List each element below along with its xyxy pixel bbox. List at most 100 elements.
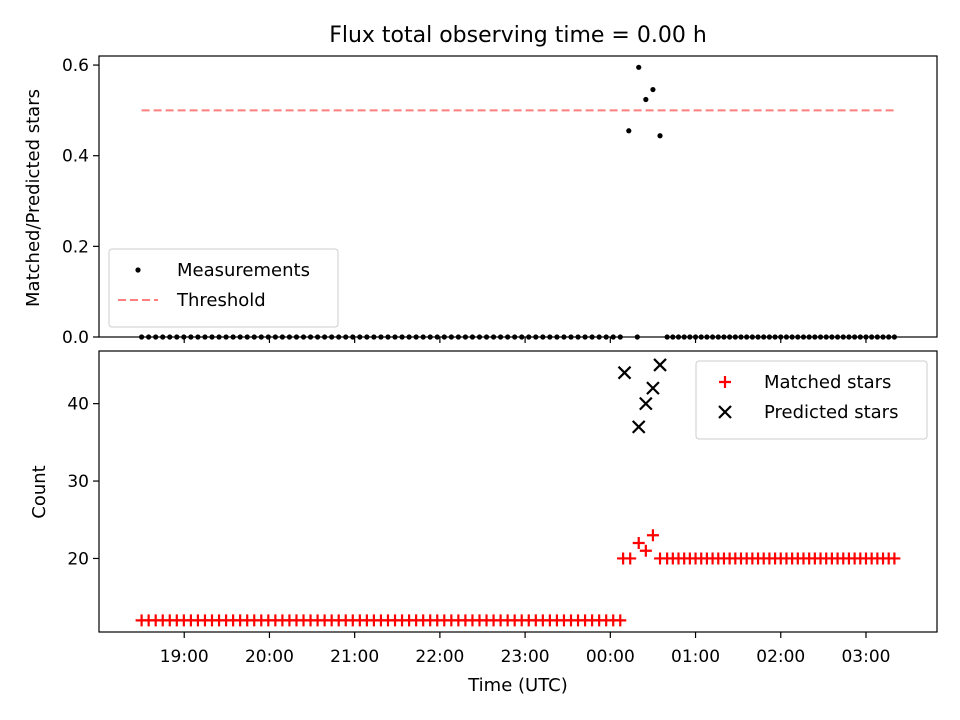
legend-label: Matched stars xyxy=(764,372,891,393)
data-point xyxy=(448,334,454,340)
data-point xyxy=(834,334,841,340)
data-point xyxy=(378,334,384,340)
x-tick-label: 22:00 xyxy=(415,647,464,667)
x-tick-label: 03:00 xyxy=(841,647,890,667)
data-point xyxy=(891,334,897,340)
ratio-y-axis-label: Matched/Predicted stars xyxy=(23,89,44,307)
data-point xyxy=(772,334,778,340)
data-point xyxy=(258,334,264,340)
data-point xyxy=(869,334,875,340)
data-point xyxy=(385,334,391,340)
legend-label: Measurements xyxy=(177,260,310,281)
data-point xyxy=(209,334,215,340)
data-point xyxy=(704,334,710,340)
data-point xyxy=(498,334,504,340)
x-tick-label: 00:00 xyxy=(586,647,635,667)
data-point xyxy=(863,334,869,340)
data-point xyxy=(357,334,363,340)
data-point xyxy=(766,334,773,340)
x-tick-label: 02:00 xyxy=(756,647,805,667)
data-point xyxy=(420,334,426,340)
data-point xyxy=(761,334,767,340)
data-point xyxy=(732,334,738,340)
data-point xyxy=(251,334,257,340)
data-point xyxy=(812,334,818,340)
data-point xyxy=(188,334,194,340)
data-point xyxy=(293,334,300,340)
data-point xyxy=(153,334,159,340)
data-point xyxy=(554,334,560,340)
data-point xyxy=(427,334,433,340)
data-point xyxy=(846,334,852,340)
data-point xyxy=(547,334,553,340)
y-tick-label: 40 xyxy=(67,395,89,415)
data-point xyxy=(857,334,863,340)
data-point xyxy=(413,334,419,340)
legend-label: Predicted stars xyxy=(764,402,898,423)
data-point xyxy=(639,544,652,557)
data-point xyxy=(589,334,595,340)
data-point xyxy=(174,334,180,340)
data-point xyxy=(632,536,645,549)
x-tick-label: 21:00 xyxy=(330,647,379,667)
count-y-axis-label: Count xyxy=(29,465,50,518)
data-point xyxy=(840,334,846,340)
series-measurements xyxy=(139,64,897,340)
plot-frame xyxy=(98,55,938,338)
legend-box xyxy=(695,360,928,440)
legend: Matched stars Predicted stars xyxy=(695,360,928,440)
y-tick-label: 0.2 xyxy=(62,237,89,257)
y-tick-label: 30 xyxy=(67,472,89,492)
data-point xyxy=(886,334,892,340)
data-point xyxy=(614,614,627,627)
data-point xyxy=(636,64,642,70)
data-point xyxy=(300,334,307,340)
x-tick-label: 01:00 xyxy=(671,647,720,667)
data-point xyxy=(434,334,440,340)
data-point xyxy=(139,334,145,340)
data-point xyxy=(664,334,670,340)
legend-handle xyxy=(719,376,731,388)
y-tick-label: 0.6 xyxy=(62,56,89,76)
data-point xyxy=(364,334,370,340)
data-point xyxy=(441,334,447,340)
data-point xyxy=(533,334,539,340)
data-point xyxy=(392,334,398,340)
y-tick-label: 0.4 xyxy=(62,147,89,167)
data-point xyxy=(279,334,285,340)
data-point xyxy=(399,334,405,340)
data-point xyxy=(202,334,208,340)
data-point xyxy=(643,96,649,103)
data-point xyxy=(631,420,646,434)
legend-handle xyxy=(135,267,141,273)
legend-box xyxy=(108,248,339,328)
data-point xyxy=(675,334,682,340)
data-point xyxy=(817,334,824,340)
data-point xyxy=(888,552,901,565)
data-point xyxy=(505,334,511,340)
data-point xyxy=(681,334,687,340)
data-point xyxy=(603,334,609,340)
data-point xyxy=(617,365,632,380)
data-point xyxy=(646,381,660,395)
data-point xyxy=(146,334,152,340)
data-point xyxy=(568,334,574,340)
data-point xyxy=(265,334,271,340)
data-point xyxy=(181,334,187,340)
data-point xyxy=(727,334,733,340)
data-point xyxy=(350,334,356,340)
data-point xyxy=(512,334,518,340)
data-point xyxy=(230,334,236,340)
data-point xyxy=(721,334,727,340)
data-point xyxy=(519,334,525,340)
series-predicted-stars xyxy=(617,358,667,434)
data-point xyxy=(286,334,293,340)
data-point xyxy=(476,334,483,340)
data-point xyxy=(687,334,693,340)
data-point xyxy=(624,552,637,565)
data-point xyxy=(322,334,328,340)
data-point xyxy=(709,334,716,340)
data-point xyxy=(596,334,602,340)
